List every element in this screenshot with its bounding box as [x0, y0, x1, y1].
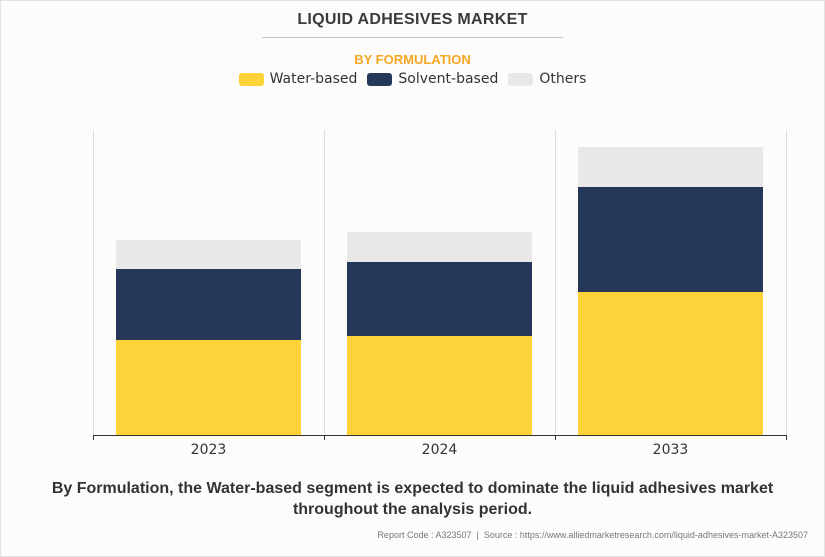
- chart-title: LIQUID ADHESIVES MARKET: [297, 11, 528, 28]
- bar-water-based-2024[interactable]: [347, 336, 532, 435]
- bar-others-2023[interactable]: [116, 240, 301, 269]
- title-divider: [262, 37, 563, 38]
- legend: Water-based Solvent-based Others: [0, 71, 825, 87]
- legend-label: Others: [539, 71, 587, 87]
- source-note[interactable]: Report Code : A323507 | Source : https:/…: [377, 530, 808, 540]
- bar-others-2033[interactable]: [578, 147, 763, 187]
- legend-swatch-others: [508, 72, 534, 86]
- x-tick-label: 2023: [191, 442, 227, 458]
- bar-solvent-based-2023[interactable]: [116, 269, 301, 340]
- grid-lines: [93, 130, 787, 435]
- legend-label: Water-based: [269, 71, 358, 87]
- legend-label: Solvent-based: [398, 71, 499, 87]
- legend-swatch-water-based: [238, 72, 264, 86]
- legend-item-others[interactable]: Others: [508, 71, 586, 87]
- caption-line-1: By Formulation, the Water-based segment …: [51, 480, 774, 497]
- caption-line-2: throughout the analysis period.: [292, 501, 533, 518]
- x-tick-label: 2024: [422, 442, 458, 458]
- bar-water-based-2023[interactable]: [116, 340, 301, 435]
- bar-others-2024[interactable]: [347, 232, 532, 262]
- x-tick-label: 2033: [653, 442, 689, 458]
- bar-water-based-2033[interactable]: [578, 292, 763, 435]
- chart-caption: By Formulation, the Water-based segment …: [0, 478, 825, 520]
- legend-item-water-based[interactable]: Water-based: [238, 71, 358, 87]
- legend-swatch-solvent-based: [367, 72, 393, 86]
- bar-solvent-based-2033[interactable]: [578, 187, 763, 292]
- legend-item-solvent-based[interactable]: Solvent-based: [367, 71, 498, 87]
- bars: [116, 147, 763, 435]
- x-axis: 2023 2024 2033: [93, 435, 787, 458]
- bar-solvent-based-2024[interactable]: [347, 262, 532, 336]
- chart-subtitle: BY FORMULATION: [354, 52, 471, 67]
